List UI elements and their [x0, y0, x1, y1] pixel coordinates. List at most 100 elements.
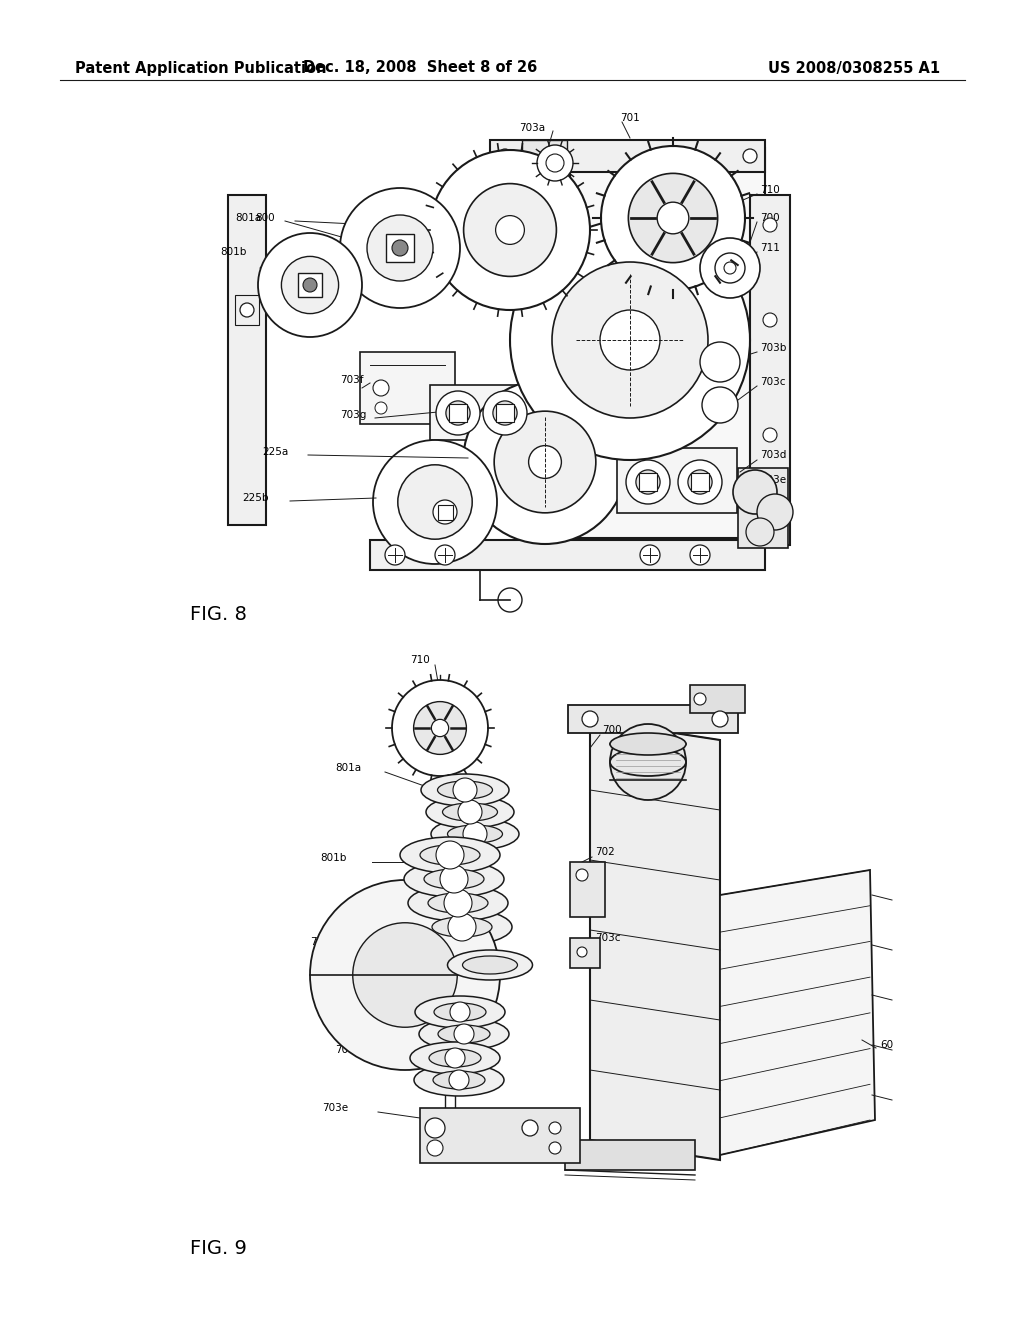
- Circle shape: [493, 401, 517, 425]
- Circle shape: [552, 261, 708, 418]
- Circle shape: [258, 234, 362, 337]
- Circle shape: [430, 150, 590, 310]
- Circle shape: [763, 428, 777, 442]
- Bar: [438, 506, 453, 520]
- Circle shape: [575, 869, 588, 880]
- Text: 60: 60: [880, 1040, 893, 1049]
- Circle shape: [310, 880, 500, 1071]
- Circle shape: [392, 240, 408, 256]
- Bar: [570, 939, 600, 968]
- Circle shape: [600, 310, 660, 370]
- Ellipse shape: [610, 733, 686, 755]
- Circle shape: [582, 711, 598, 727]
- Bar: [568, 705, 738, 733]
- Circle shape: [463, 822, 487, 846]
- Text: 225a: 225a: [262, 447, 288, 457]
- Bar: [639, 473, 657, 491]
- Circle shape: [528, 446, 561, 478]
- Circle shape: [433, 500, 457, 524]
- Bar: [298, 273, 322, 297]
- Circle shape: [746, 517, 774, 546]
- Bar: [360, 352, 455, 424]
- Bar: [430, 385, 525, 440]
- Circle shape: [496, 215, 524, 244]
- Ellipse shape: [437, 781, 493, 799]
- Ellipse shape: [410, 1041, 500, 1074]
- Circle shape: [610, 723, 686, 800]
- Circle shape: [367, 215, 433, 281]
- Text: 703e: 703e: [322, 1104, 348, 1113]
- Ellipse shape: [610, 748, 686, 776]
- Circle shape: [757, 494, 793, 531]
- Bar: [490, 140, 765, 172]
- Bar: [496, 404, 514, 422]
- Circle shape: [340, 187, 460, 308]
- Text: Dec. 18, 2008  Sheet 8 of 26: Dec. 18, 2008 Sheet 8 of 26: [303, 61, 538, 75]
- Bar: [570, 148, 765, 539]
- Circle shape: [385, 545, 406, 565]
- Text: 801b: 801b: [319, 853, 346, 863]
- Bar: [570, 862, 605, 917]
- Bar: [565, 1140, 695, 1170]
- Ellipse shape: [463, 956, 517, 974]
- Text: 703d: 703d: [335, 1045, 361, 1055]
- Text: 800: 800: [255, 213, 274, 223]
- Ellipse shape: [431, 818, 519, 850]
- Circle shape: [690, 545, 710, 565]
- Circle shape: [577, 946, 587, 957]
- Text: 703g: 703g: [345, 997, 372, 1007]
- Ellipse shape: [400, 837, 500, 873]
- Circle shape: [629, 173, 718, 263]
- Circle shape: [640, 545, 660, 565]
- Ellipse shape: [447, 825, 503, 843]
- Text: 711: 711: [760, 243, 780, 253]
- Circle shape: [700, 238, 760, 298]
- Circle shape: [700, 342, 740, 381]
- Ellipse shape: [434, 1003, 486, 1020]
- Circle shape: [498, 149, 512, 162]
- Circle shape: [373, 380, 389, 396]
- Circle shape: [694, 693, 706, 705]
- Text: 703e: 703e: [760, 475, 786, 484]
- Bar: [449, 404, 467, 422]
- Text: 702: 702: [595, 847, 614, 857]
- Text: FIG. 9: FIG. 9: [190, 1238, 247, 1258]
- Circle shape: [282, 256, 339, 314]
- Text: 703f: 703f: [340, 375, 364, 385]
- Ellipse shape: [415, 997, 505, 1028]
- Circle shape: [724, 261, 736, 275]
- Text: 703d: 703d: [760, 450, 786, 459]
- Polygon shape: [720, 870, 874, 1155]
- Circle shape: [549, 1122, 561, 1134]
- Ellipse shape: [408, 884, 508, 921]
- Circle shape: [449, 1071, 469, 1090]
- Ellipse shape: [421, 774, 509, 807]
- Circle shape: [440, 865, 468, 894]
- Circle shape: [601, 147, 745, 290]
- Ellipse shape: [424, 869, 484, 888]
- Ellipse shape: [420, 845, 480, 865]
- Circle shape: [352, 923, 458, 1027]
- Ellipse shape: [433, 1071, 485, 1089]
- Bar: [228, 195, 266, 525]
- Circle shape: [712, 711, 728, 727]
- Circle shape: [435, 545, 455, 565]
- Polygon shape: [590, 719, 720, 1160]
- Ellipse shape: [447, 950, 532, 979]
- Circle shape: [636, 470, 660, 494]
- Bar: [690, 685, 745, 713]
- Circle shape: [414, 702, 466, 755]
- Bar: [420, 1107, 580, 1163]
- Text: 700: 700: [760, 213, 779, 223]
- Text: 703c: 703c: [760, 378, 785, 387]
- Bar: [617, 447, 737, 513]
- Text: 700: 700: [602, 725, 622, 735]
- Text: 710: 710: [760, 185, 779, 195]
- Circle shape: [763, 218, 777, 232]
- Ellipse shape: [428, 894, 488, 913]
- Circle shape: [688, 470, 712, 494]
- Text: 801a: 801a: [234, 213, 261, 223]
- Text: 225b: 225b: [242, 492, 268, 503]
- Text: 801a: 801a: [335, 763, 361, 774]
- Circle shape: [373, 440, 497, 564]
